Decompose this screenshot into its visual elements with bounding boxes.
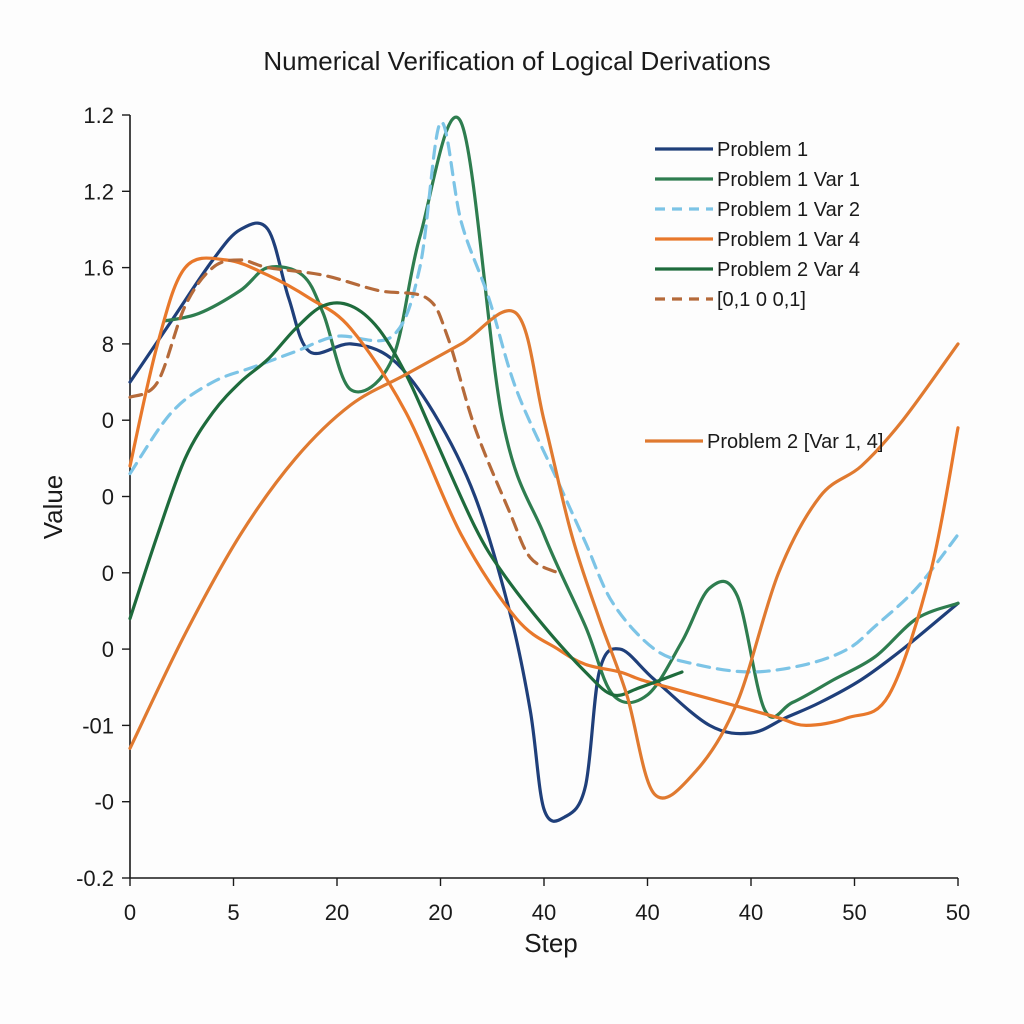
y-tick-label: 1.2 — [83, 179, 114, 204]
legend-label-problem-1: Problem 1 — [717, 139, 808, 161]
x-tick-label: 50 — [946, 900, 970, 925]
x-tick-label: 40 — [635, 900, 659, 925]
series-line-problem-1-var-2 — [128, 120, 960, 674]
y-tick-label: 0 — [102, 408, 114, 433]
x-tick-label: 20 — [325, 900, 349, 925]
y-axis-label: Value — [38, 475, 68, 540]
legend-label-problem-1-var-4: Problem 1 Var 4 — [717, 229, 860, 251]
y-tick-label: 0 — [102, 561, 114, 586]
plot-area — [128, 115, 960, 823]
series-line-problem-2-var-4 — [128, 301, 684, 698]
x-ticks: 0 5 20 20 40 40 40 50 50 — [124, 878, 970, 925]
legend-label-problem-1-var-2: Problem 1 Var 2 — [717, 199, 860, 221]
y-tick-label: -0.2 — [76, 866, 114, 891]
y-tick-label: 1.6 — [83, 256, 114, 281]
legend-label-problem-2-var-4: Problem 2 Var 4 — [717, 259, 860, 281]
x-tick-label: 40 — [532, 900, 556, 925]
y-tick-label: 0 — [102, 637, 114, 662]
series-line-problem-1-var-1 — [162, 115, 960, 719]
x-tick-label: 50 — [842, 900, 866, 925]
legend-label-problem-1-var-1: Problem 1 Var 1 — [717, 169, 860, 191]
y-tick-label: 8 — [102, 332, 114, 357]
x-tick-label: 0 — [124, 900, 136, 925]
chart-title: Numerical Verification of Logical Deriva… — [263, 46, 770, 76]
series-line-problem-1 — [128, 221, 960, 823]
x-axis-label: Step — [524, 928, 578, 958]
y-tick-label: -0 — [94, 790, 114, 815]
legend-label-0-1-0-0-1: [0,1 0 0,1] — [717, 289, 806, 311]
legend-label-problem-2-var-1-4: Problem 2 [Var 1, 4] — [707, 431, 883, 453]
x-tick-label: 5 — [227, 900, 239, 925]
y-tick-label: 1.2 — [83, 103, 114, 128]
y-ticks: 1.2 1.2 1.6 8 0 0 0 0 -01 -0 -0.2 — [76, 103, 130, 891]
series-line-0-1-0-0-1 — [128, 258, 560, 575]
series-line-problem-2-var-1-4 — [128, 309, 960, 800]
x-tick-label: 20 — [428, 900, 452, 925]
y-tick-label: 0 — [102, 485, 114, 510]
x-tick-label: 40 — [739, 900, 763, 925]
y-tick-label: -01 — [82, 713, 114, 738]
series-line-problem-1-var-4 — [128, 256, 960, 727]
legend: Problem 1 Problem 1 Var 1 Problem 1 Var 2 P… — [645, 139, 883, 453]
